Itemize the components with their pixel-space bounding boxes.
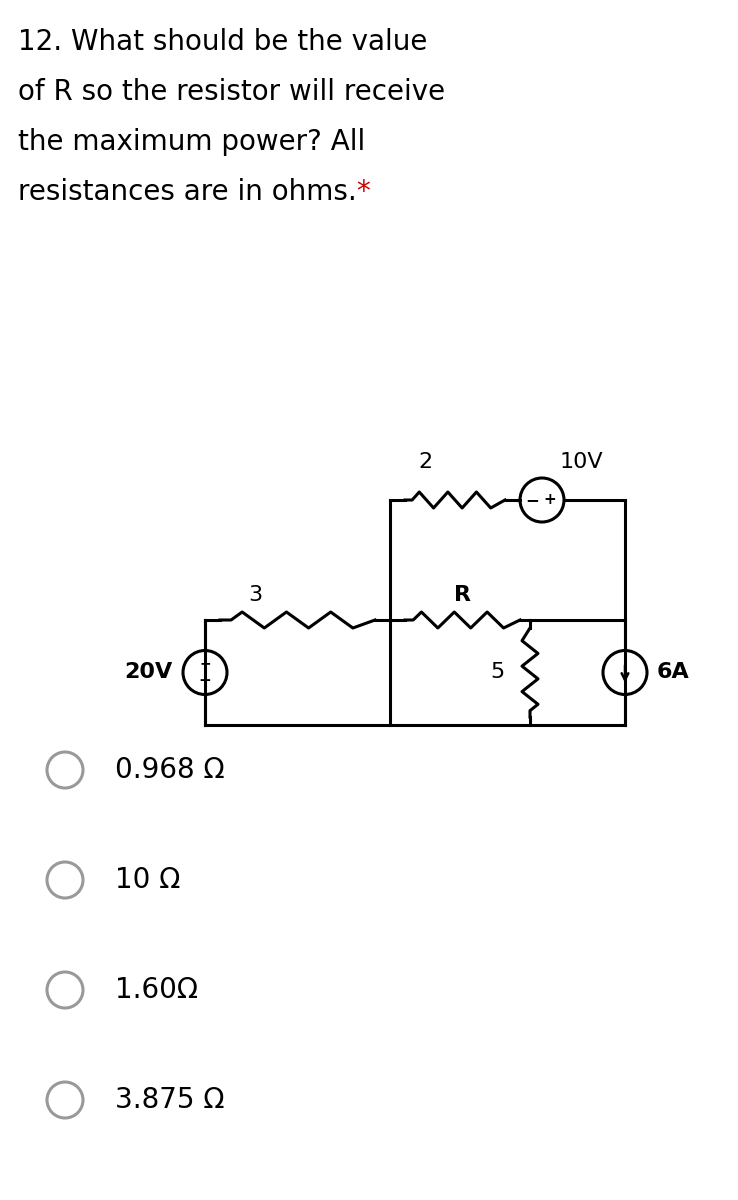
- Text: 3.875 Ω: 3.875 Ω: [115, 1086, 224, 1114]
- Text: 0.968 Ω: 0.968 Ω: [115, 756, 224, 784]
- Text: 20V: 20V: [125, 662, 173, 683]
- Text: +: +: [199, 658, 211, 672]
- Text: 2: 2: [418, 452, 432, 472]
- Text: 1.60Ω: 1.60Ω: [115, 976, 198, 1004]
- Text: 10V: 10V: [560, 452, 604, 472]
- Text: −: −: [199, 673, 211, 688]
- Text: 10 Ω: 10 Ω: [115, 866, 180, 894]
- Text: *: *: [356, 178, 370, 206]
- Text: R: R: [454, 584, 471, 605]
- Text: 12. What should be the value: 12. What should be the value: [18, 28, 427, 56]
- Text: +: +: [544, 492, 556, 508]
- Text: the maximum power? All: the maximum power? All: [18, 128, 365, 156]
- Text: 6A: 6A: [657, 662, 690, 683]
- Text: of R so the resistor will receive: of R so the resistor will receive: [18, 78, 445, 106]
- Text: 5: 5: [491, 662, 505, 683]
- Text: −: −: [525, 491, 539, 509]
- Text: 3: 3: [248, 584, 262, 605]
- Text: resistances are in ohms.: resistances are in ohms.: [18, 178, 356, 206]
